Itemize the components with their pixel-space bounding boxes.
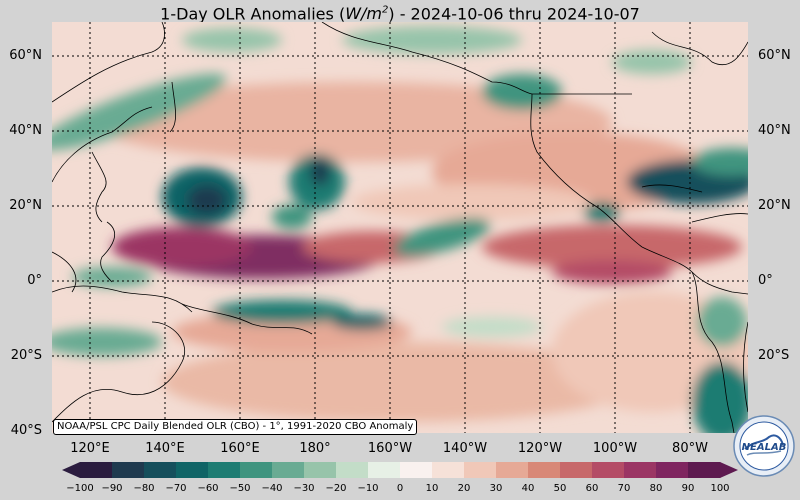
olr-anomaly-map [52, 22, 748, 433]
colorbar-tick-label: 70 [617, 483, 631, 494]
lat-label-20n-left: 20°N [9, 198, 42, 213]
lat-label-20s-right: 20°S [758, 348, 790, 363]
lon-label-100w: 100°W [592, 441, 638, 456]
colorbar-tick-label: 80 [649, 483, 663, 494]
colorbar-tick-label: 0 [396, 483, 404, 494]
colorbar-tick-label: −20 [325, 483, 347, 494]
colorbar-tick-label: 60 [585, 483, 599, 494]
colorbar-max-arrow [720, 462, 738, 478]
colorbar-tick-label: 30 [489, 483, 503, 494]
svg-text:NEALAB: NEALAB [742, 442, 787, 453]
colorbar-tick-label: −80 [133, 483, 155, 494]
lab-logo: NEALAB [733, 415, 795, 477]
lat-label-60n-left: 60°N [9, 48, 42, 63]
colorbar-tick-label: 100 [710, 483, 730, 494]
lon-label-180: 180° [299, 441, 331, 456]
lat-label-40s-left: 40°S [10, 423, 42, 438]
coastlines [52, 22, 748, 433]
colorbar-segment [624, 462, 657, 478]
colorbar-segment [688, 462, 721, 478]
lat-label-eq-right: 0° [758, 273, 773, 288]
colorbar-segment [400, 462, 433, 478]
lon-label-120w: 120°W [517, 441, 563, 456]
colorbar-segment [656, 462, 689, 478]
anomaly-field [52, 26, 748, 433]
colorbar-tick-label: −70 [165, 483, 187, 494]
colorbar-tick-label: 40 [521, 483, 535, 494]
colorbar-min-arrow [62, 462, 80, 478]
colorbar-segment [592, 462, 625, 478]
colorbar-segment [560, 462, 593, 478]
lat-label-40n-left: 40°N [9, 123, 42, 138]
colorbar-segment [336, 462, 369, 478]
colorbar-tick-label: 50 [553, 483, 567, 494]
lat-label-20n-right: 20°N [758, 198, 791, 213]
lat-label-20s-left: 20°S [10, 348, 42, 363]
colorbar-segment [240, 462, 273, 478]
colorbar-segment [496, 462, 529, 478]
colorbar-segment [176, 462, 209, 478]
lon-label-140w: 140°W [442, 441, 488, 456]
colorbar-segment [208, 462, 241, 478]
lon-label-160e: 160°E [220, 441, 260, 456]
lon-label-140e: 140°E [145, 441, 185, 456]
lon-label-160w: 160°W [367, 441, 413, 456]
lat-label-40n-right: 40°N [758, 123, 791, 138]
colorbar-segment [304, 462, 337, 478]
colorbar-segment [464, 462, 497, 478]
colorbar-tick-label: −60 [197, 483, 219, 494]
colorbar-tick-label: 20 [457, 483, 471, 494]
colorbar-tick-label: 10 [425, 483, 439, 494]
chart-title: 1-Day OLR Anomalies (W/m2) - 2024-10-06 … [160, 4, 640, 24]
colorbar-tick-label: −10 [357, 483, 379, 494]
colorbar-segment [144, 462, 177, 478]
lat-label-60n-right: 60°N [758, 48, 791, 63]
graticule [52, 22, 748, 433]
colorbar-segment [528, 462, 561, 478]
colorbar-tick-label: −90 [101, 483, 123, 494]
colorbar-tick-label: −30 [293, 483, 315, 494]
colorbar-segment [112, 462, 145, 478]
colorbar-tick-label: −40 [261, 483, 283, 494]
lon-label-80w: 80°W [672, 441, 708, 456]
lon-label-120e: 120°E [70, 441, 110, 456]
colorbar-segment [368, 462, 401, 478]
colorbar [62, 462, 738, 478]
colorbar-segment [80, 462, 113, 478]
lat-label-eq-left: 0° [27, 273, 42, 288]
source-note: NOAA/PSL CPC Daily Blended OLR (CBO) - 1… [53, 419, 418, 435]
colorbar-segment [272, 462, 305, 478]
colorbar-tick-label: 90 [681, 483, 695, 494]
colorbar-segment [432, 462, 465, 478]
colorbar-tick-label: −50 [229, 483, 251, 494]
colorbar-tick-label: −100 [66, 483, 94, 494]
